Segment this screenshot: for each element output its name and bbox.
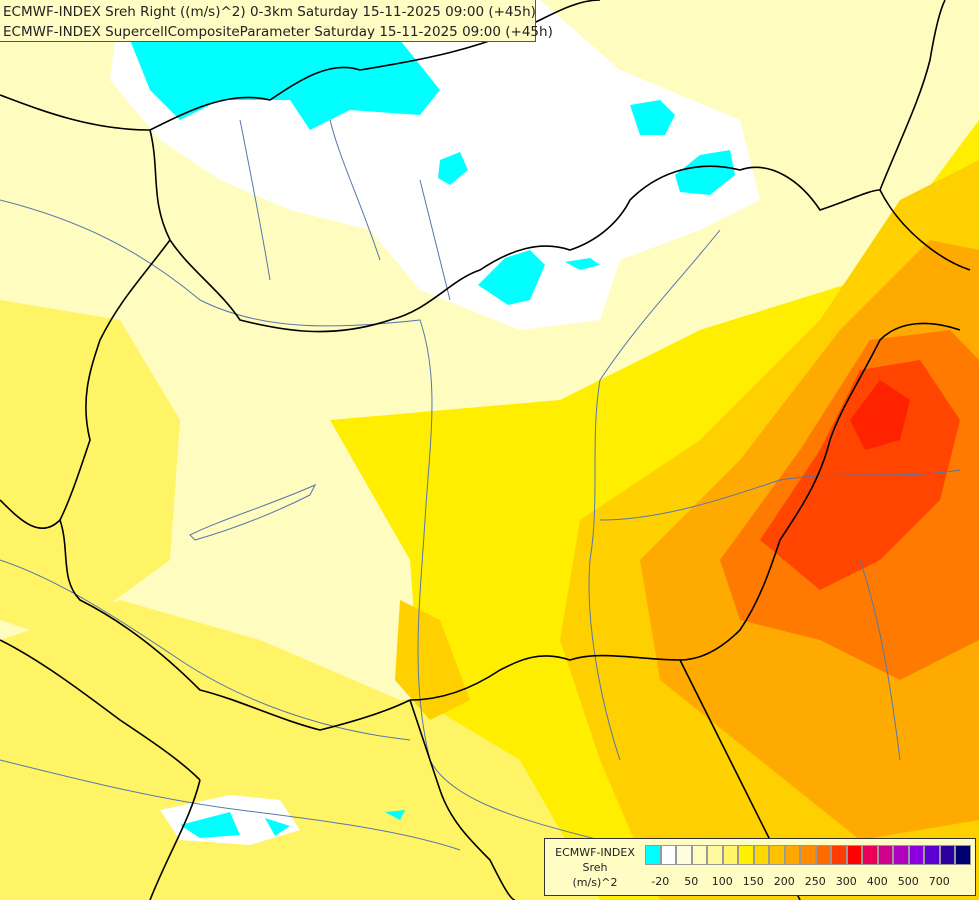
legend-swatch <box>877 845 893 865</box>
zone-cyan-2 <box>630 100 675 135</box>
legend-tick-label: 500 <box>897 875 919 888</box>
legend-tick-label: 150 <box>742 875 764 888</box>
river-mures <box>599 469 961 521</box>
river-morava <box>239 119 271 281</box>
legend-swatch <box>660 845 676 865</box>
zone-cyan-6 <box>565 258 600 270</box>
map-title-line-2: ECMWF-INDEX SupercellCompositeParameter … <box>3 24 553 40</box>
zone-cyan-8 <box>265 818 290 836</box>
legend-tick-labels: -20 50 100 150 200 250 300 400 500 700 <box>645 875 975 891</box>
legend-swatch <box>722 845 738 865</box>
map-title-box: ECMWF-INDEX Sreh Right ((m/s)^2) 0-3km S… <box>0 0 553 42</box>
legend-title-line-2: Sreh <box>582 861 608 874</box>
river-lake <box>189 483 317 541</box>
river-olt <box>859 559 901 761</box>
border-hu-west <box>0 239 171 530</box>
zone-cyan-9 <box>385 810 405 820</box>
zone-cyan-4 <box>675 150 735 195</box>
river-danube <box>0 199 601 841</box>
border-serbia <box>409 699 516 900</box>
river-tisza <box>588 229 721 761</box>
zone-red-core <box>850 380 910 450</box>
legend-title: ECMWF-INDEX Sreh (m/s)^2 <box>549 845 641 890</box>
legend-tick-label: 250 <box>804 875 826 888</box>
legend-tick-label: 300 <box>835 875 857 888</box>
legend-tick-label: -20 <box>651 875 670 888</box>
border-bosnia <box>0 639 201 900</box>
legend-swatch <box>908 845 924 865</box>
legend-swatch <box>738 845 754 865</box>
zone-cyan-7 <box>180 812 240 838</box>
legend-title-line-3: (m/s)^2 <box>572 876 618 889</box>
legend-title-line-1: ECMWF-INDEX <box>555 846 635 859</box>
legend-swatch <box>753 845 769 865</box>
legend-color-scale <box>645 845 971 865</box>
legend-swatch <box>691 845 707 865</box>
river-vah <box>329 119 381 261</box>
legend-tick-label: 400 <box>866 875 888 888</box>
color-legend: ECMWF-INDEX Sreh (m/s)^2 -20 50 100 150 200 2… <box>544 838 976 896</box>
border-ukraine <box>879 0 946 191</box>
zone-yellow-south <box>0 600 640 900</box>
border-croatia <box>59 519 411 731</box>
river-drava <box>0 559 411 741</box>
legend-tick-label: 200 <box>773 875 795 888</box>
map-title-line-1: ECMWF-INDEX Sreh Right ((m/s)^2) 0-3km S… <box>3 4 536 20</box>
river-hron <box>419 179 451 301</box>
legend-swatch <box>862 845 878 865</box>
legend-tick-label: 100 <box>711 875 733 888</box>
border-north <box>0 0 601 131</box>
legend-swatch <box>815 845 831 865</box>
legend-swatch <box>939 845 955 865</box>
legend-swatch <box>676 845 692 865</box>
legend-swatch <box>924 845 940 865</box>
border-hu-ro <box>409 189 971 701</box>
legend-swatch <box>784 845 800 865</box>
legend-tick-label: 50 <box>684 875 699 888</box>
legend-swatch <box>645 845 661 865</box>
legend-swatch <box>831 845 847 865</box>
zone-orange-southwest <box>395 600 470 720</box>
rivers <box>0 119 961 851</box>
border-cz-sk <box>149 129 881 333</box>
legend-tick-label: 700 <box>928 875 950 888</box>
legend-swatch <box>769 845 785 865</box>
legend-swatch <box>893 845 909 865</box>
river-sava <box>0 759 461 851</box>
zone-yellow-west <box>0 300 180 640</box>
zone-cyan-5 <box>478 250 545 305</box>
legend-swatch <box>707 845 723 865</box>
legend-swatch <box>846 845 862 865</box>
zone-cyan-3 <box>438 152 468 185</box>
legend-swatch <box>955 845 971 865</box>
legend-swatch <box>800 845 816 865</box>
